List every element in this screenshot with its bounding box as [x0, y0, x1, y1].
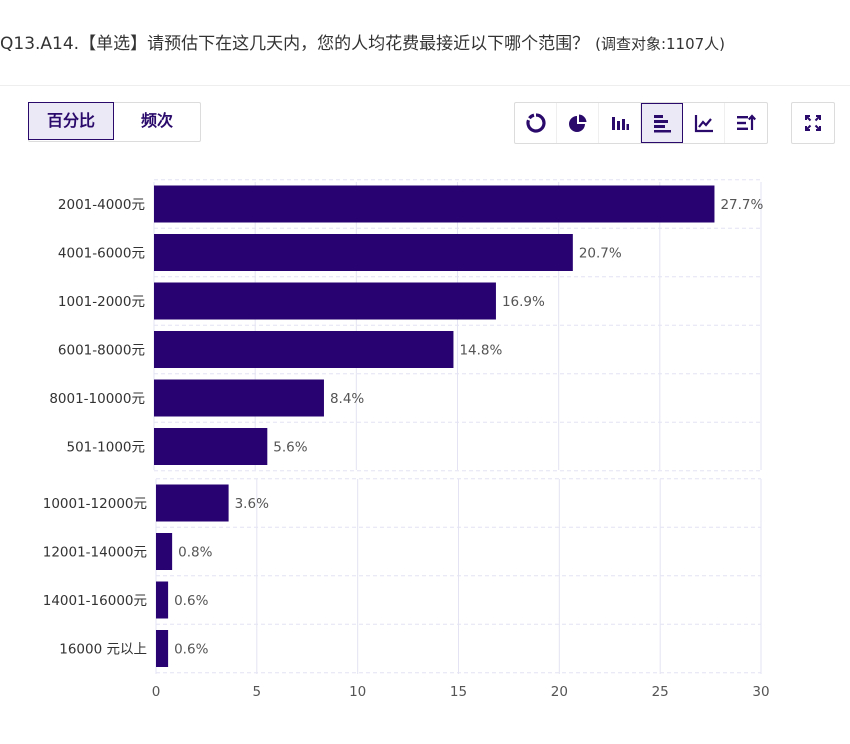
bar-value-label: 3.6%	[235, 496, 269, 512]
category-label: 16000 元以上	[59, 642, 147, 658]
category-label: 12001-14000元	[43, 545, 147, 561]
category-label: 501-1000元	[67, 440, 146, 456]
bar-value-label: 14.8%	[459, 343, 502, 359]
ring-chart-icon	[525, 113, 546, 133]
bar[interactable]	[156, 484, 229, 522]
category-label: 6001-8000元	[58, 343, 145, 359]
bar[interactable]	[154, 282, 496, 320]
bar-value-label: 0.8%	[178, 545, 212, 561]
bar[interactable]	[154, 331, 454, 368]
bar[interactable]	[154, 234, 573, 271]
frequency-mode-button[interactable]: 频次	[140, 111, 173, 130]
fullscreen-button[interactable]	[791, 102, 835, 144]
x-tick-label: 10	[349, 684, 366, 700]
ring-chart-button[interactable]	[515, 103, 557, 143]
pie-chart-button[interactable]	[557, 103, 599, 143]
bar[interactable]	[156, 630, 169, 667]
pie-chart-icon	[568, 114, 586, 132]
category-label: 10001-12000元	[43, 496, 147, 512]
fullscreen-icon	[805, 115, 821, 131]
bar[interactable]	[154, 379, 324, 417]
bar-value-label: 16.9%	[502, 294, 545, 310]
x-tick-label: 30	[752, 684, 769, 700]
bar[interactable]	[156, 533, 173, 570]
category-label: 8001-10000元	[49, 391, 145, 407]
bar-chart: 27.7% 2001-4000元 20.7% 4001-6000元 16.9% 1001-…	[43, 179, 770, 700]
bar-value-label: 0.6%	[174, 593, 208, 609]
category-label: 1001-2000元	[58, 294, 145, 310]
bar[interactable]	[154, 185, 715, 223]
question-text: Q13.A14.【单选】请预估下在这几天内，您的人均花费最接近以下哪个范围？	[0, 34, 590, 54]
column-chart-button[interactable]	[599, 103, 641, 143]
category-label: 2001-4000元	[58, 197, 145, 213]
x-tick-label: 5	[253, 684, 262, 700]
category-label: 14001-16000元	[43, 593, 147, 609]
x-tick-label: 20	[551, 684, 568, 700]
bar-value-label: 27.7%	[720, 197, 763, 213]
x-tick-label: 0	[152, 684, 161, 700]
percent-mode-button[interactable]: 百分比	[28, 102, 114, 140]
divider	[0, 85, 850, 86]
question-title: Q13.A14.【单选】请预估下在这几天内，您的人均花费最接近以下哪个范围？ (调…	[0, 30, 725, 58]
x-tick-label: 25	[652, 684, 669, 700]
category-label: 4001-6000元	[58, 246, 145, 262]
bar-value-label: 0.6%	[174, 642, 208, 658]
chart-type-toolbar	[514, 102, 768, 144]
bar-chart-button[interactable]	[641, 103, 683, 143]
display-mode-toggle: 百分比 频次	[28, 102, 201, 142]
audience-count: (调查对象:1107人)	[595, 35, 726, 53]
x-tick-label: 15	[450, 684, 467, 700]
bar-value-label: 5.6%	[273, 440, 307, 456]
line-chart-button[interactable]	[683, 103, 725, 143]
line-chart-icon	[694, 115, 713, 133]
bar-value-label: 8.4%	[330, 391, 364, 407]
bar[interactable]	[156, 581, 169, 619]
bar-chart-icon	[654, 115, 671, 133]
column-chart-icon	[611, 117, 629, 130]
bar-value-label: 20.7%	[579, 246, 622, 262]
sort-button[interactable]	[725, 103, 767, 143]
sort-icon	[737, 114, 757, 130]
bar[interactable]	[154, 428, 268, 465]
